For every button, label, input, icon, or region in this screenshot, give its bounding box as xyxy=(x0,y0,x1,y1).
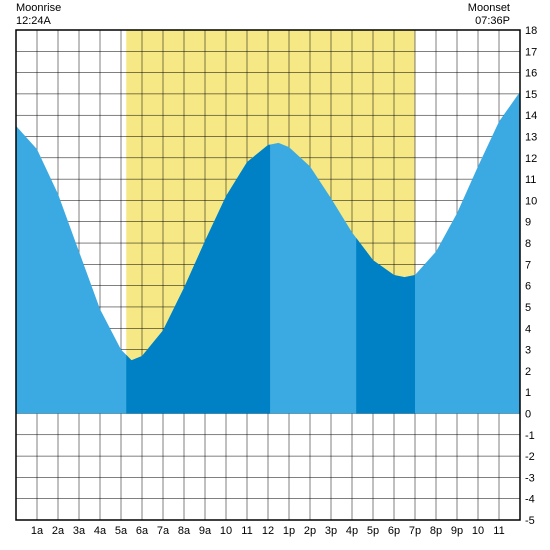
x-tick-label: 4p xyxy=(346,525,358,537)
moonrise-label: Moonrise xyxy=(16,2,61,15)
y-tick-label: 13 xyxy=(525,132,537,144)
x-tick-label: 11 xyxy=(493,525,504,537)
y-tick-label: 0 xyxy=(525,408,531,420)
x-tick-label: 5a xyxy=(115,525,128,537)
y-tick-label: -4 xyxy=(525,494,535,506)
moonrise-block: Moonrise 12:24A xyxy=(16,2,61,28)
x-tick-label: 3p xyxy=(325,525,337,537)
x-tick-label: 1p xyxy=(283,525,295,537)
y-tick-label: 15 xyxy=(525,89,537,101)
y-tick-label: 11 xyxy=(525,174,536,186)
x-tick-label: 2p xyxy=(304,525,316,537)
y-tick-label: 8 xyxy=(525,238,531,250)
y-tick-label: -5 xyxy=(525,515,535,527)
y-tick-label: 6 xyxy=(525,281,531,293)
x-tick-label: 12 xyxy=(262,525,274,537)
x-tick-label: 6a xyxy=(136,525,149,537)
y-tick-label: 17 xyxy=(525,46,537,58)
moonset-time: 07:36P xyxy=(468,15,510,28)
y-tick-label: 3 xyxy=(525,345,531,357)
y-tick-label: 14 xyxy=(525,110,537,122)
header: Moonrise 12:24A Moonset 07:36P xyxy=(0,0,550,30)
y-tick-label: -2 xyxy=(525,451,535,463)
y-tick-label: 10 xyxy=(525,195,537,207)
x-tick-label: 9p xyxy=(451,525,463,537)
x-tick-label: 9a xyxy=(199,525,212,537)
x-tick-label: 3a xyxy=(73,525,86,537)
x-tick-label: 6p xyxy=(388,525,400,537)
tide-chart: Moonrise 12:24A Moonset 07:36P -5-4-3-2-… xyxy=(0,0,550,550)
chart-svg: -5-4-3-2-101234567891011121314151617181a… xyxy=(0,0,550,550)
moonset-label: Moonset xyxy=(468,2,510,15)
y-tick-label: 7 xyxy=(525,259,531,271)
x-tick-label: 8p xyxy=(430,525,442,537)
x-tick-label: 4a xyxy=(94,525,107,537)
y-tick-label: 4 xyxy=(525,323,531,335)
x-tick-label: 8a xyxy=(178,525,191,537)
x-tick-label: 2a xyxy=(52,525,65,537)
y-tick-label: 16 xyxy=(525,68,537,80)
y-tick-label: 2 xyxy=(525,366,531,378)
x-tick-label: 7p xyxy=(409,525,421,537)
moonrise-time: 12:24A xyxy=(16,15,61,28)
moonset-block: Moonset 07:36P xyxy=(468,2,510,28)
y-tick-label: 9 xyxy=(525,217,531,229)
x-tick-label: 11 xyxy=(241,525,252,537)
x-tick-label: 5p xyxy=(367,525,379,537)
x-tick-label: 7a xyxy=(157,525,170,537)
x-tick-label: 10 xyxy=(472,525,484,537)
y-tick-label: 12 xyxy=(525,153,537,165)
y-tick-label: -1 xyxy=(525,430,535,442)
x-tick-label: 1a xyxy=(31,525,44,537)
y-tick-label: 5 xyxy=(525,302,531,314)
y-tick-label: 1 xyxy=(525,387,531,399)
x-tick-label: 10 xyxy=(220,525,232,537)
y-tick-label: -3 xyxy=(525,472,535,484)
